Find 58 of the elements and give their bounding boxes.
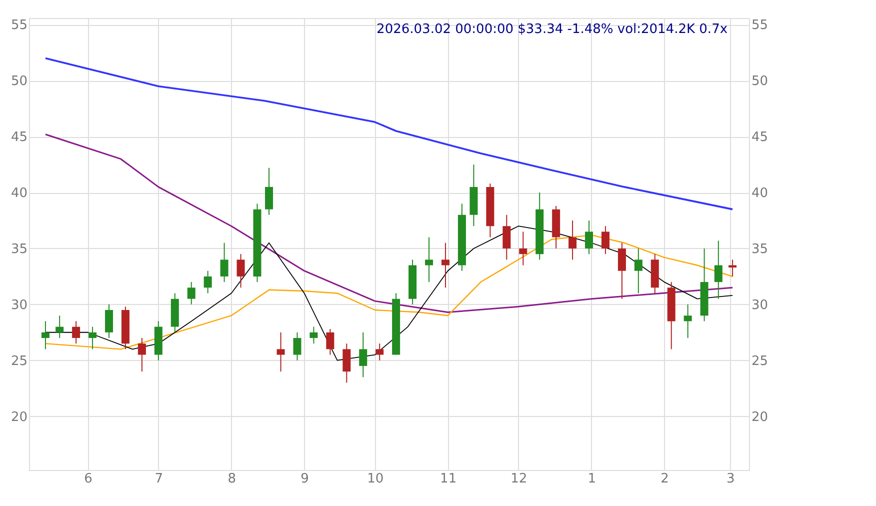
- x-tick-label: 8: [228, 472, 236, 486]
- x-tick-label: 9: [300, 472, 309, 486]
- candlestick: [276, 332, 285, 372]
- y-tick-label: 25: [10, 354, 28, 369]
- y2-tick-label: 35: [752, 242, 768, 257]
- line-series: [44, 57, 734, 210]
- candlestick: [618, 242, 626, 300]
- y2-tick-label: 45: [752, 130, 768, 146]
- x-tick-label: 12: [510, 472, 528, 486]
- x-tick-label: 7: [154, 472, 164, 486]
- candlestick: [138, 337, 146, 372]
- x-tick-label: 11: [440, 472, 457, 486]
- x-tick-label: 2: [660, 472, 669, 486]
- candlestick: [236, 254, 245, 288]
- candlestick: [88, 326, 97, 350]
- line-series: [44, 134, 734, 313]
- candlestick: [568, 220, 577, 260]
- candlestick: [519, 231, 528, 266]
- candlestick: [585, 220, 593, 255]
- candlestick: [684, 304, 692, 338]
- candlestick: [634, 248, 642, 294]
- candlestick: [41, 320, 50, 350]
- y-tick-label: 50: [10, 74, 28, 90]
- candlestick: [502, 214, 511, 260]
- candlestick: [359, 332, 368, 378]
- x-tick-label: 3: [726, 472, 735, 486]
- candlestick: [714, 240, 722, 300]
- y2-tick-label: 20: [752, 410, 768, 425]
- candlestick: [342, 343, 351, 384]
- y2-tick-label: 25: [752, 354, 768, 369]
- candlestick: [326, 328, 334, 356]
- candlestick: [441, 242, 450, 288]
- candlestick: [187, 282, 196, 305]
- y-tick-label: 40: [10, 186, 28, 202]
- y-tick-label: 35: [10, 242, 28, 257]
- y-tick-label: 55: [10, 18, 28, 34]
- candlestick: [56, 315, 64, 338]
- candlestick: [105, 304, 113, 338]
- y2-tick-label: 50: [752, 74, 768, 90]
- candlestick: [72, 320, 80, 344]
- chart-title: 2026.03.02 00:00:00 $33.34 -1.48% vol:2014.2K 0.7x: [376, 22, 728, 37]
- candlestick: [425, 236, 433, 283]
- candlestick: [265, 167, 273, 216]
- candlestick: [310, 326, 318, 344]
- y-tick-label: 20: [10, 410, 28, 425]
- x-tick-label: 10: [367, 472, 384, 486]
- candlestick: [293, 332, 302, 361]
- candlestick: [204, 270, 212, 294]
- candlestick: [376, 343, 384, 361]
- candlestick: [220, 242, 228, 283]
- x-tick-label: 6: [84, 472, 92, 486]
- candlestick: [601, 226, 610, 255]
- x-tick-label: 1: [588, 472, 596, 486]
- y2-tick-label: 40: [752, 186, 768, 202]
- y2-tick-label: 55: [752, 18, 768, 34]
- y2-tick-label: 30: [752, 298, 768, 313]
- y-tick-label: 45: [10, 130, 28, 146]
- y-tick-label: 30: [10, 298, 28, 313]
